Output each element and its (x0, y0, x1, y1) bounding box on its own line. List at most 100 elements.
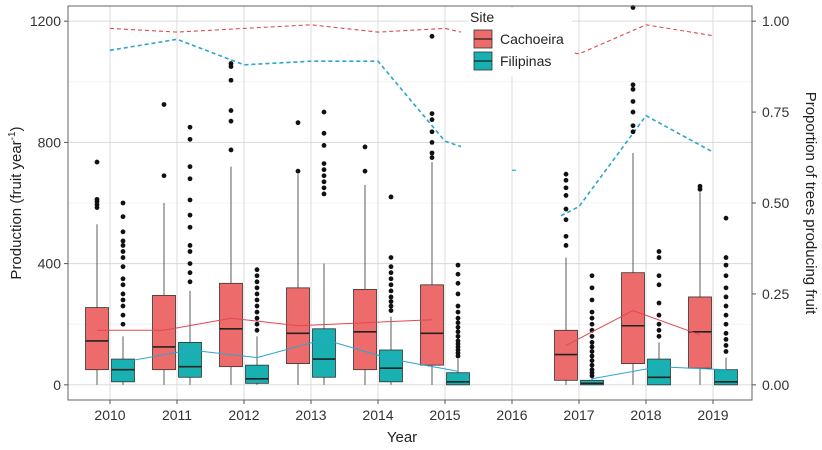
outlier-point (563, 243, 569, 248)
outlier-point (295, 120, 301, 126)
y-tick-label-right: 0.50 (762, 195, 789, 211)
outlier-point (656, 333, 662, 339)
outlier-point (563, 206, 569, 212)
outlier-point (254, 321, 260, 327)
outlier-point (120, 291, 126, 297)
outlier-point (120, 255, 126, 260)
outlier-point (589, 321, 595, 327)
outlier-point (254, 267, 260, 273)
outlier-point (187, 270, 193, 276)
outlier-point (656, 249, 662, 254)
box-cachoeira-2015 (420, 284, 444, 366)
outlier-point (120, 297, 126, 303)
box-cachoeira-2011 (152, 295, 176, 371)
outlier-point (656, 312, 662, 318)
outlier-point (254, 297, 260, 303)
outlier-point (388, 299, 394, 304)
y-tick-label-right: 0.00 (762, 377, 789, 393)
outlier-point (589, 367, 595, 373)
box-cachoeira-2018 (621, 272, 645, 365)
x-tick-label: 2019 (697, 407, 728, 423)
outlier-point (321, 143, 327, 148)
outlier-point (321, 185, 327, 191)
outlier-point (120, 214, 126, 220)
outlier-point (120, 264, 126, 270)
outlier-point (321, 173, 327, 179)
legend-label-filipinas: Filipinas (500, 53, 551, 69)
x-tick-label: 2011 (162, 407, 192, 423)
outlier-point (254, 303, 260, 309)
outlier-point (455, 262, 461, 268)
outlier-point (388, 270, 394, 276)
outlier-point (362, 144, 368, 150)
box-cachoeira-2014 (353, 288, 377, 371)
y-tick-label-right: 0.75 (762, 104, 789, 120)
outlier-point (94, 159, 100, 165)
outlier-point (295, 168, 301, 174)
outlier-point (254, 327, 260, 333)
y-tick-label-left: 400 (38, 256, 62, 272)
outlier-point (563, 185, 569, 191)
outlier-point (187, 243, 193, 248)
x-tick-label: 2015 (429, 407, 460, 423)
outlier-point (429, 150, 435, 156)
proportion-line-filipinas-late (560, 114, 714, 217)
outlier-point (187, 224, 193, 230)
x-tick-label: 2018 (630, 407, 661, 423)
outlier-point (429, 155, 435, 160)
outlier-point (120, 276, 126, 282)
outlier-point (723, 321, 729, 327)
box-filipinas-2014 (379, 349, 403, 383)
outlier-point (455, 329, 461, 335)
x-tick-label: 2013 (295, 407, 326, 423)
outlier-point (187, 136, 193, 142)
legend-title: Site (470, 9, 494, 25)
outlier-point (228, 108, 234, 113)
outlier-point (455, 291, 461, 297)
outlier-point (321, 167, 327, 173)
outlier-point (723, 330, 729, 336)
outlier-point (589, 353, 595, 359)
outlier-point (254, 309, 260, 315)
outlier-point (321, 130, 327, 136)
x-tick-label: 2014 (362, 407, 393, 423)
box-filipinas-2015 (446, 372, 470, 386)
outlier-point (563, 193, 569, 198)
mean-line-cachoeira (97, 317, 433, 331)
outlier-point (455, 320, 461, 326)
outlier-point (388, 264, 394, 270)
outlier-point (388, 194, 394, 200)
outlier-point (455, 303, 461, 309)
outlier-point (120, 249, 126, 254)
outlier-point (589, 315, 595, 321)
outlier-point (630, 109, 636, 115)
mean-line-cachoeira-late (565, 310, 701, 346)
outlier-point (589, 340, 595, 345)
outlier-point (187, 197, 193, 203)
outlier-point (388, 288, 394, 294)
outlier-point (589, 358, 595, 363)
y-tick-label-left: 800 (38, 134, 62, 150)
outlier-point (656, 327, 662, 333)
outlier-point (723, 343, 729, 348)
x-tick-label: 2016 (496, 407, 527, 423)
x-axis-title: Year (387, 429, 417, 445)
outlier-point (321, 191, 327, 197)
outlier-point (589, 297, 595, 303)
outlier-point (120, 312, 126, 318)
outlier-point (429, 129, 435, 135)
mean-line-filipinas-late (591, 366, 727, 380)
outlier-point (120, 200, 126, 206)
box-filipinas-2013 (312, 328, 336, 378)
outlier-point (388, 308, 394, 313)
outlier-point (429, 139, 435, 145)
outlier-point (563, 217, 569, 223)
outlier-point (455, 309, 461, 315)
outlier-point (656, 255, 662, 260)
outlier-point (187, 164, 193, 170)
outlier-point (388, 294, 394, 300)
y-axis-title-left: Production (fruit year-1) (7, 126, 25, 279)
outlier-point (228, 147, 234, 153)
outlier-point (563, 171, 569, 177)
